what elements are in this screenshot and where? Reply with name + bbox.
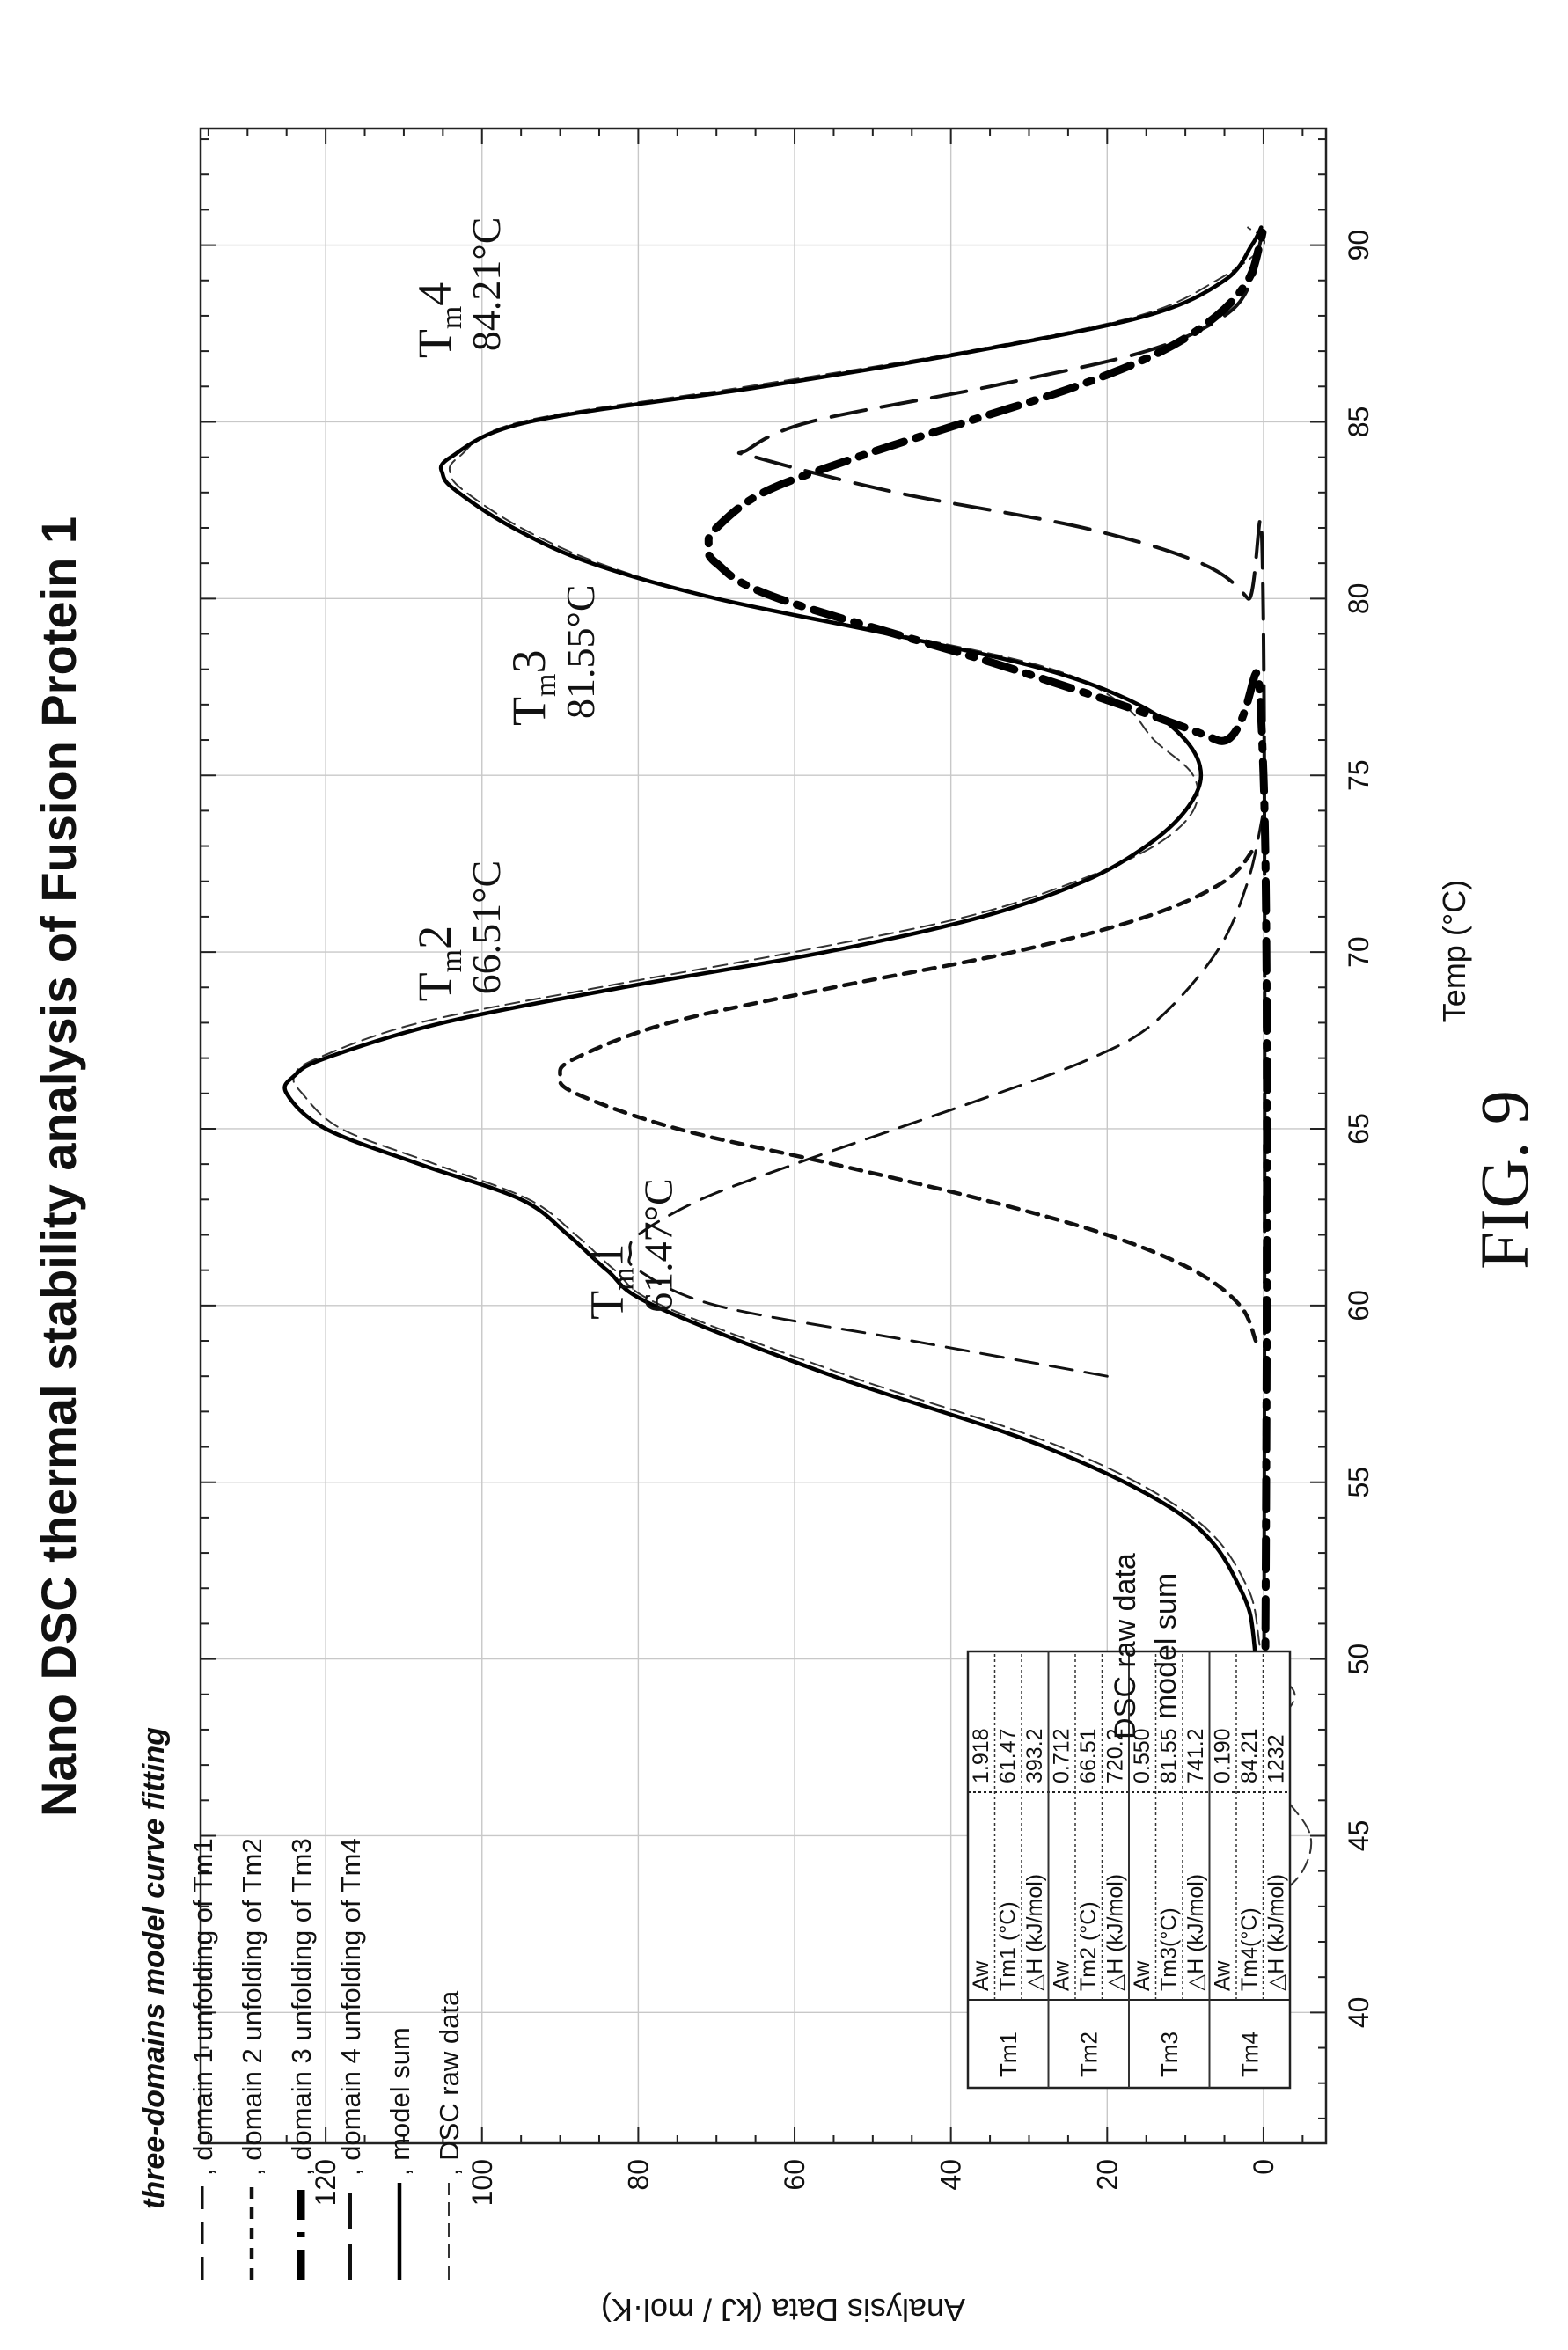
table-group-label: Tm3 bbox=[1156, 2032, 1183, 2077]
table-param-value: 393.2 bbox=[1022, 1728, 1047, 1783]
legend-entry-label: , DSC raw data bbox=[434, 1990, 465, 2176]
y-tick-label: 0 bbox=[1248, 2159, 1279, 2175]
y-axis-label: Analysis Data (kJ / mol·K) bbox=[601, 2292, 965, 2328]
table-param-value: 1.918 bbox=[969, 1728, 993, 1783]
table-param-label: Tm2 (°C) bbox=[1076, 1901, 1101, 1991]
tm-annotation-value: 66.51°C bbox=[464, 860, 509, 995]
y-tick-label: 120 bbox=[310, 2159, 341, 2206]
legend-entry-label: , domain 2 unfolding of Tm2 bbox=[237, 1838, 267, 2176]
table-param-value: 1232 bbox=[1264, 1734, 1288, 1783]
table-param-value: 0.190 bbox=[1210, 1728, 1235, 1783]
legend-entry-label: , domain 1 unfolding of Tm1 bbox=[187, 1838, 218, 2176]
x-tick-label: 60 bbox=[1343, 1290, 1374, 1321]
table-param-value: 0.550 bbox=[1130, 1728, 1154, 1783]
table-param-value: 741.2 bbox=[1183, 1728, 1208, 1783]
table-group-label: Tm1 bbox=[995, 2032, 1022, 2077]
y-tick-label: 20 bbox=[1091, 2159, 1123, 2191]
table-param-value: 84.21 bbox=[1237, 1728, 1262, 1783]
x-tick-label: 80 bbox=[1343, 583, 1374, 615]
legend-entry-label: , model sum bbox=[385, 2027, 415, 2176]
table-param-value: 66.51 bbox=[1076, 1728, 1101, 1783]
series-layer bbox=[282, 223, 1313, 2053]
y-tick-label: 80 bbox=[622, 2159, 654, 2191]
x-tick-label: 65 bbox=[1343, 1113, 1374, 1145]
inline-label-model: model sum bbox=[1149, 1573, 1183, 1719]
legend-entry-label: , domain 4 unfolding of Tm4 bbox=[335, 1838, 366, 2176]
table-param-label: Aw bbox=[969, 1960, 993, 1991]
tm-annotation-value: 81.55°C bbox=[558, 584, 603, 719]
y-tick-label: 100 bbox=[466, 2159, 498, 2206]
table-param-label: Aw bbox=[1049, 1960, 1073, 1991]
x-tick-label: 50 bbox=[1343, 1644, 1374, 1675]
table-param-label: Aw bbox=[1130, 1960, 1154, 1991]
series-domain3 bbox=[704, 223, 1271, 2053]
series-domain2 bbox=[557, 844, 1258, 1343]
x-tick-label: 90 bbox=[1343, 230, 1374, 261]
table-param-label: △H (kJ/mol) bbox=[1183, 1874, 1208, 1991]
x-tick-label: 75 bbox=[1343, 759, 1374, 791]
table-param-value: 81.55 bbox=[1156, 1728, 1181, 1783]
annotations: DSC raw data model sum Tm1 61.47°C Tm2 66.51°… bbox=[408, 217, 1183, 1739]
table-param-label: △H (kJ/mol) bbox=[1022, 1874, 1047, 1991]
tm-annotation-title: Tm2 bbox=[408, 926, 468, 1001]
series-model-sum bbox=[282, 225, 1266, 2050]
plot-frame bbox=[199, 127, 1328, 2145]
legend-title: three-domains model curve fitting bbox=[137, 1727, 171, 2209]
y-tick-label: 60 bbox=[779, 2159, 810, 2191]
table-param-value: 61.47 bbox=[995, 1728, 1020, 1783]
x-tick-label: 55 bbox=[1343, 1467, 1374, 1498]
chart-title: Nano DSC thermal stability analysis of F… bbox=[31, 516, 86, 1817]
table-param-value: 0.712 bbox=[1049, 1728, 1073, 1783]
y-tick-label: 40 bbox=[935, 2159, 967, 2191]
tm-annotation-title: Tm1 bbox=[581, 1243, 641, 1319]
x-tick-label: 40 bbox=[1343, 1997, 1374, 2029]
x-tick-label: 70 bbox=[1343, 936, 1374, 968]
parameter-table: Tm1 Aw 1.918 Tm1 (°C) 61.47 △H (kJ/mol) 393.2 T… bbox=[966, 1650, 1292, 2090]
axes: 40 45 50 55 60 65 70 75 80 85 90 0 20 40 60 80 100 120 bbox=[199, 127, 1374, 2206]
series-raw bbox=[292, 226, 1313, 2049]
figure-label: FIG. 9 bbox=[1466, 1090, 1542, 1270]
table-param-label: Tm3(°C) bbox=[1156, 1907, 1181, 1991]
table-param-label: △H (kJ/mol) bbox=[1264, 1874, 1288, 1991]
x-tick-label: 85 bbox=[1343, 406, 1374, 438]
legend: three-domains model curve fitting , domai… bbox=[137, 1727, 465, 2280]
table-param-value: 720.2 bbox=[1103, 1728, 1127, 1783]
legend-entry-label: , domain 3 unfolding of Tm3 bbox=[286, 1838, 317, 2176]
tm-annotation-value: 84.21°C bbox=[464, 217, 509, 352]
series-domain1 bbox=[627, 809, 1265, 1378]
table-param-label: Tm1 (°C) bbox=[995, 1901, 1020, 1991]
x-tick-label: 45 bbox=[1343, 1820, 1374, 1852]
table-param-label: Aw bbox=[1210, 1960, 1235, 1991]
x-axis-label: Temp (°C) bbox=[1436, 880, 1472, 1022]
table-group-label: Tm4 bbox=[1236, 2032, 1263, 2077]
inline-label-raw: DSC raw data bbox=[1109, 1553, 1142, 1739]
tm-annotation-value: 61.47°C bbox=[636, 1178, 681, 1313]
tm-annotation-title: Tm4 bbox=[408, 282, 468, 358]
table-param-label: Tm4(°C) bbox=[1237, 1907, 1262, 1991]
table-param-label: △H (kJ/mol) bbox=[1103, 1874, 1127, 1991]
tm-annotation-title: Tm3 bbox=[502, 650, 562, 726]
table-group-label: Tm2 bbox=[1075, 2032, 1102, 2077]
